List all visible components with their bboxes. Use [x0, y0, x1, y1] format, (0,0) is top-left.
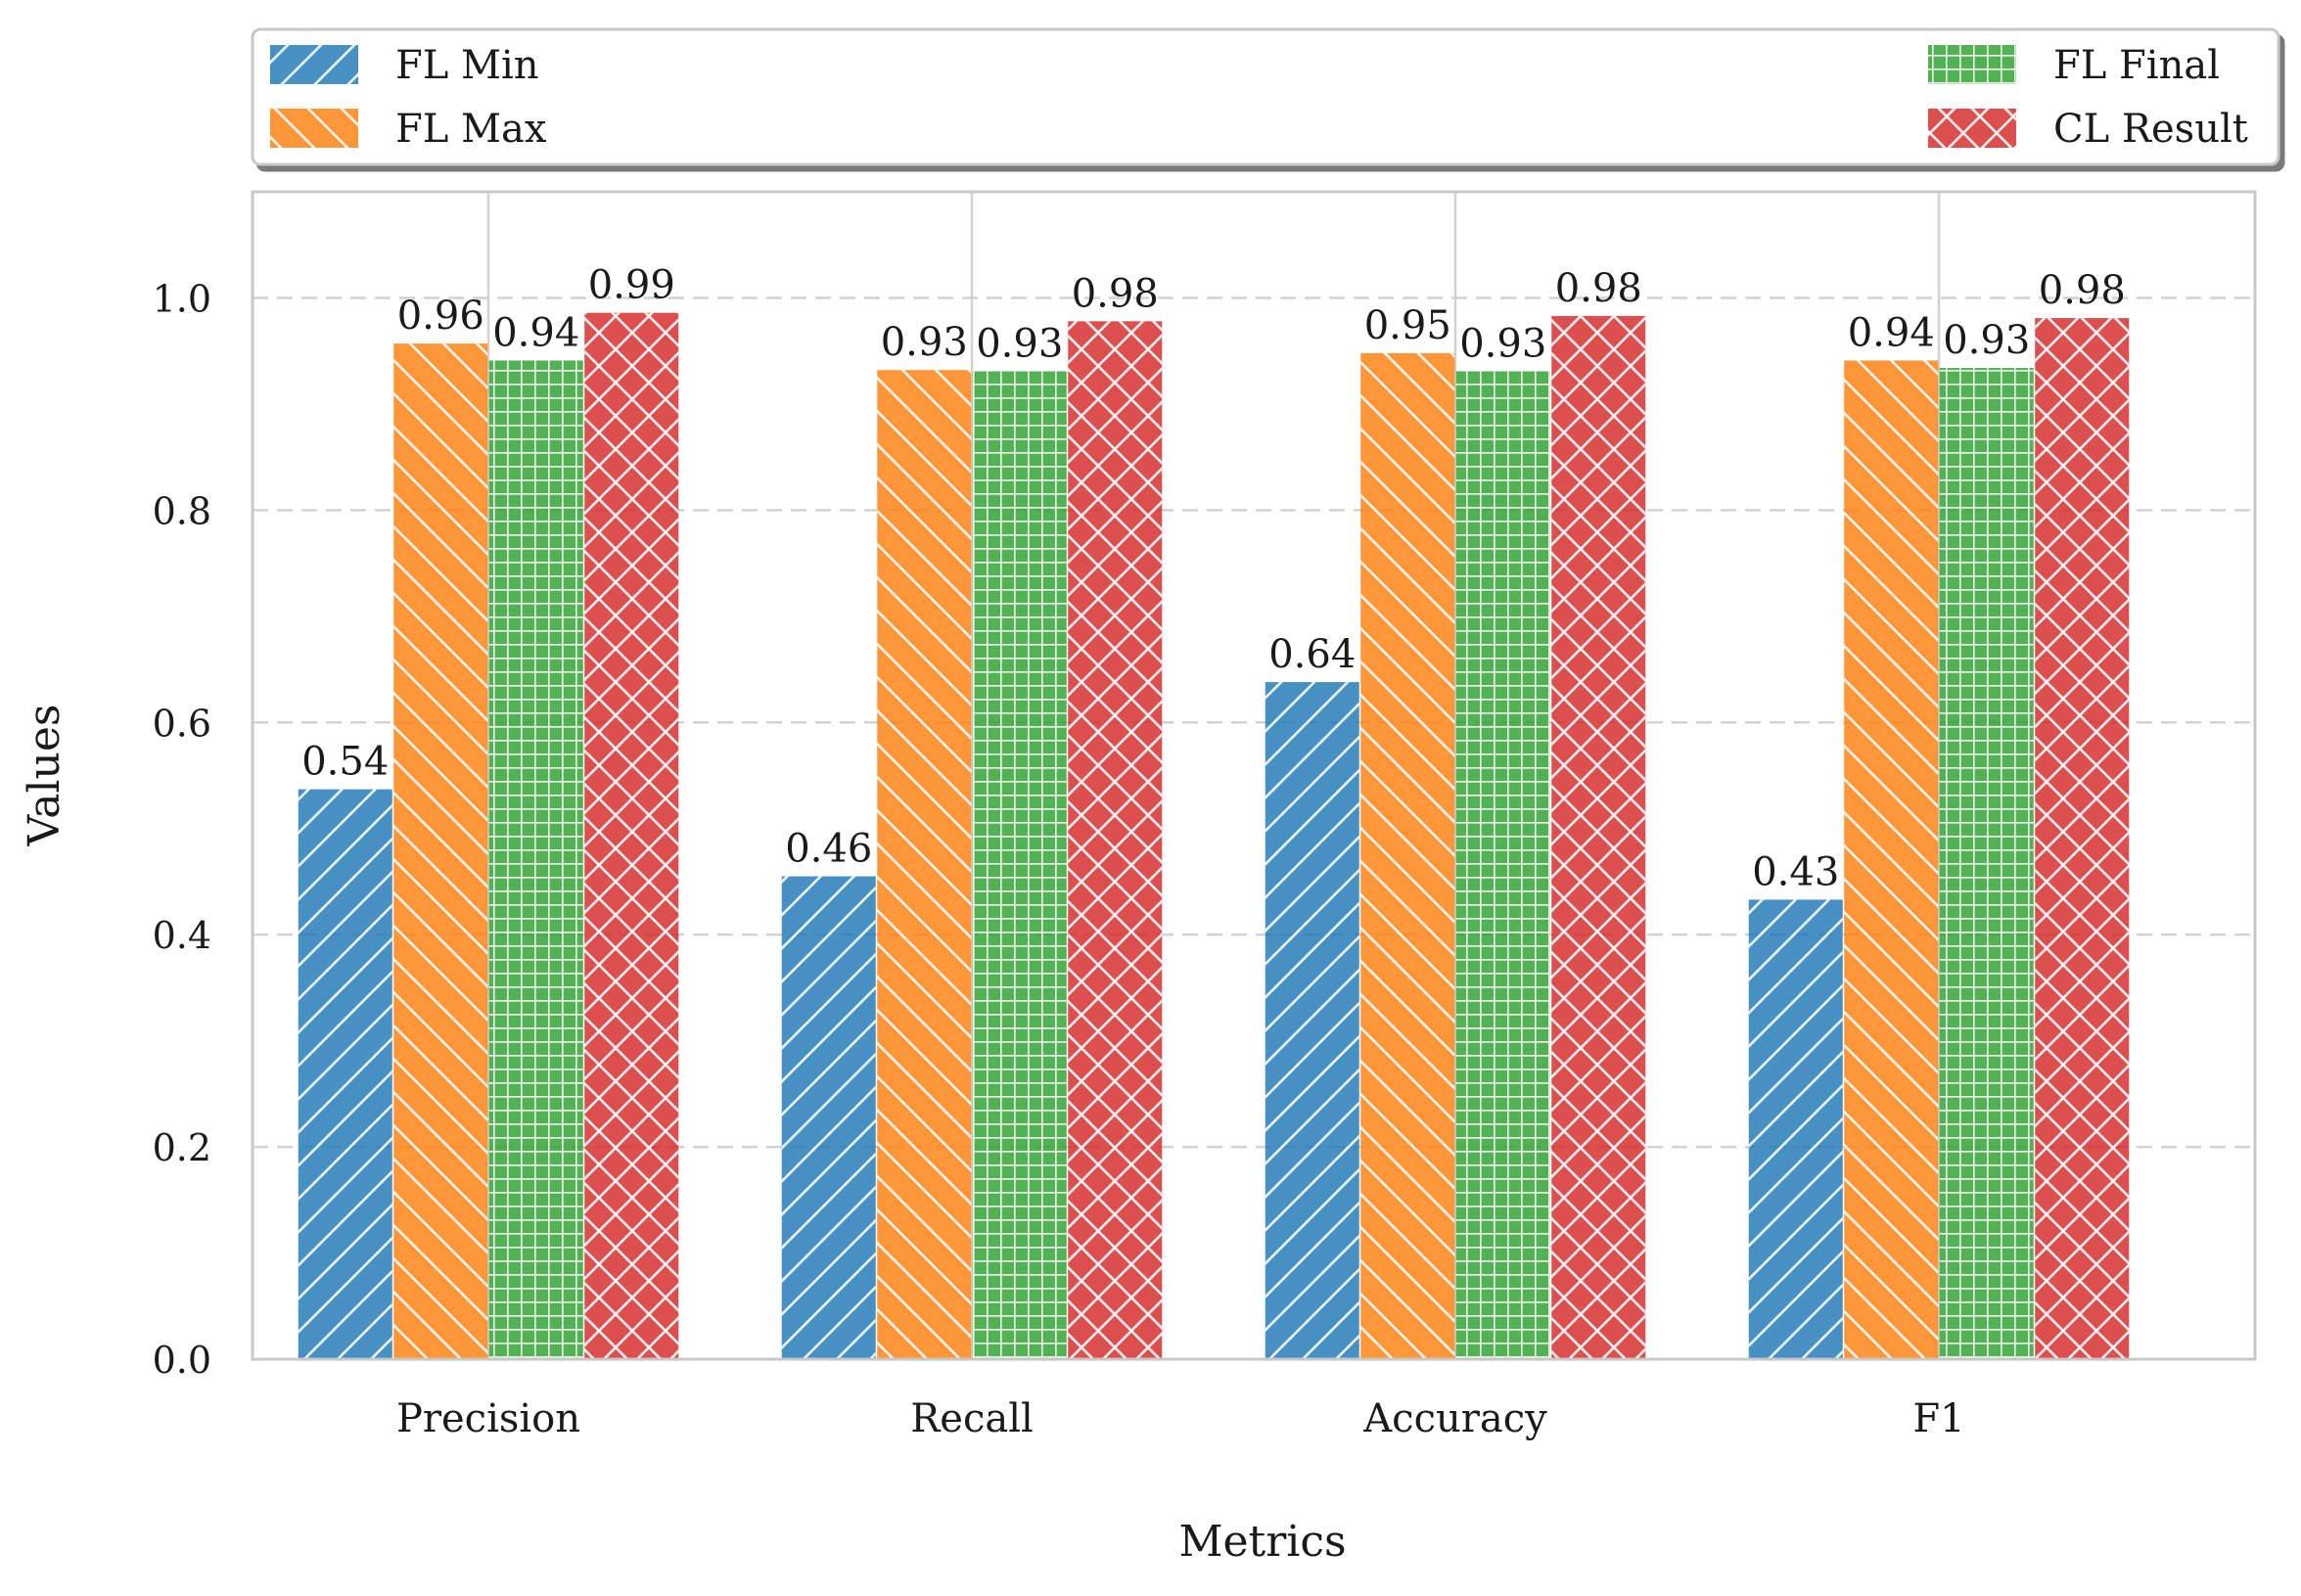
bar-fl-final-precision-hatch	[488, 360, 583, 1359]
bar-fl-final-recall-hatch	[972, 371, 1067, 1359]
y-tick-label: 0.4	[153, 914, 211, 957]
value-label-fl-min-accuracy: 0.64	[1268, 632, 1356, 677]
bar-fl-min-f1-hatch	[1748, 899, 1843, 1359]
legend-label-fl-final: FL Final	[2053, 43, 2220, 88]
legend-box	[251, 27, 2280, 166]
value-label-cl-result-f1: 0.98	[2039, 268, 2126, 313]
value-label-fl-final-precision: 0.94	[492, 310, 579, 355]
y-tick-label: 0.8	[153, 489, 211, 532]
bar-fl-max-recall-hatch	[877, 370, 972, 1360]
value-label-fl-final-f1: 0.93	[1943, 318, 2030, 363]
bar-cl-result-precision-hatch	[584, 312, 679, 1359]
bar-fl-final-f1-hatch	[1939, 368, 2034, 1359]
bar-fl-min-accuracy-hatch	[1265, 682, 1359, 1359]
legend-swatch-fl-final-hatch	[1928, 45, 2016, 84]
y-tick-label: 1.0	[153, 277, 211, 320]
value-label-fl-max-f1: 0.94	[1848, 310, 1935, 355]
x-tick-label-precision: Precision	[396, 1396, 580, 1441]
bar-value-labels: 0.540.460.640.430.960.93 0.95 0.940.94 0.93…	[301, 263, 2126, 895]
bar-fl-min-precision-hatch	[298, 789, 392, 1359]
value-label-fl-max-accuracy: 0.95	[1364, 303, 1451, 348]
bar-fl-min-recall-hatch	[781, 876, 876, 1359]
vertical-gridlines	[486, 192, 1941, 1359]
value-label-fl-min-recall: 0.46	[785, 827, 872, 872]
value-label-cl-result-recall: 0.98	[1072, 271, 1159, 316]
legend-swatch-fl-max-hatch	[270, 109, 358, 148]
value-label-fl-min-precision: 0.54	[301, 740, 389, 785]
y-axis-label: Values	[20, 705, 69, 847]
y-tick-label: 0.0	[153, 1339, 211, 1382]
value-label-fl-final-recall: 0.93	[976, 321, 1063, 366]
value-label-cl-result-accuracy: 0.98	[1555, 266, 1642, 311]
bar-fl-max-precision-hatch	[393, 343, 488, 1360]
legend: FL Min FL Max FL Final CL Result	[251, 27, 2280, 166]
legend-items: FL Min FL Max FL Final CL Result	[270, 43, 2248, 152]
value-label-fl-final-accuracy: 0.93	[1459, 321, 1546, 366]
value-label-fl-min-f1: 0.43	[1752, 849, 1839, 894]
bar-cl-result-accuracy-hatch	[1551, 315, 1646, 1359]
y-axis-ticks: 0.0 0.2 0.4 0.6 0.8 1.0	[153, 277, 211, 1382]
legend-swatch-cl-result-hatch	[1928, 109, 2016, 148]
legend-label-fl-min: FL Min	[395, 43, 539, 88]
x-axis-label: Metrics	[1178, 1517, 1346, 1567]
y-tick-label: 0.6	[153, 702, 211, 745]
bar-cl-result-f1-hatch	[2035, 318, 2130, 1359]
bar-fl-max-f1-hatch	[1844, 360, 1939, 1359]
x-tick-label-f1: F1	[1912, 1396, 1964, 1441]
bar-fl-final-accuracy-hatch	[1455, 371, 1550, 1359]
value-label-fl-max-recall: 0.93	[881, 320, 968, 365]
x-tick-label-accuracy: Accuracy	[1362, 1396, 1547, 1441]
legend-label-fl-max: FL Max	[395, 107, 547, 152]
bar-cl-result-recall-hatch	[1068, 321, 1163, 1359]
legend-label-cl-result: CL Result	[2053, 107, 2248, 152]
legend-swatch-fl-min-hatch	[270, 45, 358, 84]
x-axis-ticks: Precision Recall Accuracy F1	[396, 1396, 1965, 1441]
plot-frame	[251, 190, 2257, 1361]
bar-fl-max-accuracy-hatch	[1360, 352, 1455, 1359]
value-label-fl-max-precision: 0.96	[397, 294, 484, 339]
x-tick-label-recall: Recall	[910, 1396, 1034, 1441]
y-tick-label: 0.2	[153, 1126, 211, 1169]
bars-group	[298, 312, 2130, 1360]
value-label-cl-result-precision: 0.99	[588, 263, 675, 308]
